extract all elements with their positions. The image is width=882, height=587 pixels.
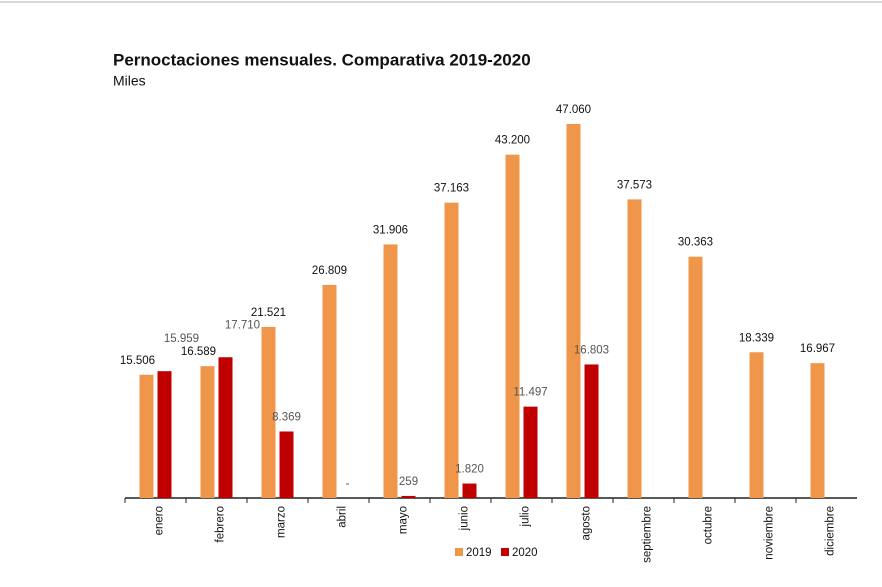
value-label: 26.809: [312, 265, 347, 277]
x-tick-label: enero: [154, 506, 166, 535]
x-tick-label: abril: [337, 506, 349, 528]
x-tick-label: junio: [459, 506, 471, 531]
legend-swatch: [501, 548, 509, 556]
x-tick-label: septiembre: [642, 506, 654, 563]
bar: [157, 371, 172, 498]
x-tick-label: diciembre: [825, 506, 837, 556]
value-label: 21.521: [251, 307, 286, 319]
chart-subtitle: Miles: [113, 73, 146, 89]
x-tick-label: octubre: [703, 506, 715, 544]
x-tick-label: febrero: [215, 506, 227, 542]
value-label: -: [346, 478, 350, 490]
bar: [523, 406, 538, 498]
legend-label: 2020: [512, 547, 538, 559]
bar: [322, 284, 337, 498]
x-tick-label: agosto: [581, 506, 593, 541]
value-label: 16.589: [181, 346, 216, 358]
bar: [584, 364, 599, 498]
bar: [139, 374, 154, 498]
value-label: 16.967: [800, 343, 835, 355]
bar: [505, 154, 520, 499]
x-tick-label: julio: [520, 506, 532, 527]
value-label: 17.710: [225, 319, 260, 331]
value-label: 31.906: [373, 224, 408, 236]
x-tick-label: noviembre: [764, 506, 776, 560]
bar: [261, 326, 276, 498]
bar: [627, 199, 642, 498]
bar: [383, 244, 398, 498]
bar: [566, 124, 581, 498]
value-label: 37.573: [617, 179, 652, 191]
value-label: 15.506: [120, 355, 155, 367]
bar: [810, 363, 825, 498]
value-label: 15.959: [164, 333, 199, 345]
value-label: 259: [399, 476, 418, 488]
value-label: 11.497: [513, 387, 547, 399]
bar: [200, 366, 215, 498]
value-label: 30.363: [678, 237, 713, 249]
value-label: 1.820: [455, 464, 484, 476]
x-tick-label: marzo: [276, 506, 288, 538]
legend-label: 2019: [466, 547, 492, 559]
value-label: 8.369: [272, 412, 301, 424]
bar: [218, 357, 233, 498]
bar: [401, 495, 416, 498]
value-label: 18.339: [739, 332, 774, 344]
bar: [279, 431, 294, 498]
value-label: 16.803: [574, 344, 609, 356]
x-tick-label: mayo: [398, 506, 410, 534]
value-label: 43.200: [495, 135, 530, 147]
legend-swatch: [455, 548, 463, 556]
value-label: 37.163: [434, 183, 469, 195]
value-label: 47.060: [556, 104, 591, 116]
bar: [462, 483, 477, 498]
bar: [444, 202, 459, 499]
chart-title: Pernoctaciones mensuales. Comparativa 20…: [113, 50, 531, 69]
bar: [688, 256, 703, 498]
bar: [749, 352, 764, 498]
